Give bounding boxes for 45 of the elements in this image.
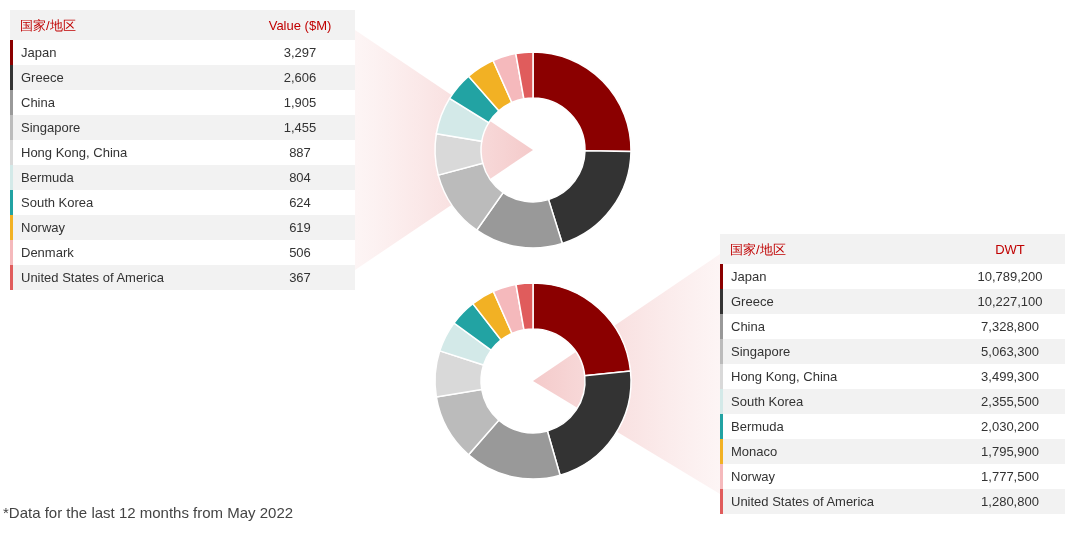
- text: *Data for the last 12 months from May 2022: [3, 504, 294, 521]
- data-label: 619: [289, 220, 311, 235]
- data-label: 2,355,500: [981, 394, 1039, 409]
- legend-label: Japan: [21, 45, 57, 60]
- legend-label: United States of America: [731, 494, 875, 509]
- legend-label: Norway: [731, 469, 776, 484]
- data-label: 2,030,200: [981, 419, 1039, 434]
- legend-label: China: [21, 95, 56, 110]
- legend-title: 国家/地区: [20, 18, 76, 33]
- text: DWT: [995, 242, 1025, 257]
- data-label: 1,455: [283, 120, 317, 135]
- text: Value ($M): [268, 18, 332, 33]
- data-label: 1,795,900: [981, 444, 1039, 459]
- data-label: 10,789,200: [977, 269, 1043, 284]
- legend-label: Singapore: [731, 344, 791, 359]
- legend-label: Bermuda: [731, 419, 785, 434]
- legend-label: China: [731, 319, 766, 334]
- data-label: 1,280,800: [981, 494, 1039, 509]
- data-label: 1,777,500: [981, 469, 1039, 484]
- legend-title: 国家/地区: [730, 242, 786, 257]
- data-label: 7,328,800: [981, 319, 1039, 334]
- legend-label: Bermuda: [21, 170, 75, 185]
- legend-label: South Korea: [21, 195, 95, 210]
- data-label: 804: [289, 170, 311, 185]
- legend-label: Hong Kong, China: [731, 369, 839, 384]
- legend-label: Japan: [731, 269, 767, 284]
- data-label: 506: [289, 245, 311, 260]
- data-label: 1,905: [283, 95, 317, 110]
- legend-label: Greece: [731, 294, 774, 309]
- legend-label: Denmark: [21, 245, 75, 260]
- data-label: 3,499,300: [981, 369, 1039, 384]
- legend-label: Hong Kong, China: [21, 145, 129, 160]
- data-label: 3,297: [283, 45, 317, 60]
- data-label: 624: [289, 195, 311, 210]
- legend-label: Monaco: [731, 444, 778, 459]
- legend-label: South Korea: [731, 394, 805, 409]
- legend-label: Singapore: [21, 120, 81, 135]
- data-label: 2,606: [283, 70, 317, 85]
- data-label: 10,227,100: [977, 294, 1043, 309]
- data-label: 887: [289, 145, 311, 160]
- data-label: 5,063,300: [981, 344, 1039, 359]
- legend-label: Greece: [21, 70, 64, 85]
- data-label: 367: [289, 270, 311, 285]
- legend-label: United States of America: [21, 270, 165, 285]
- legend-label: Norway: [21, 220, 66, 235]
